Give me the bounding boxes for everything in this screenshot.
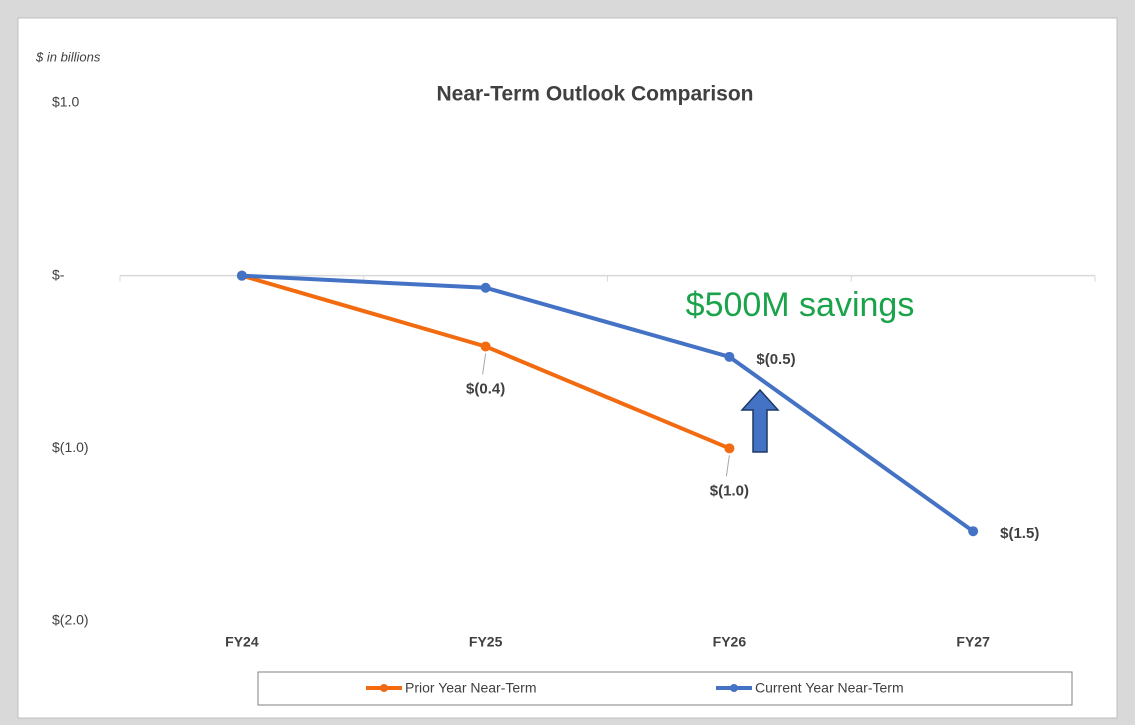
data-point bbox=[968, 526, 979, 537]
data-label: $(1.0) bbox=[710, 482, 749, 499]
data-point bbox=[724, 351, 735, 362]
data-point bbox=[236, 270, 247, 281]
y-tick-label: $1.0 bbox=[52, 94, 79, 110]
legend-label: Prior Year Near-Term bbox=[405, 680, 537, 696]
legend-label: Current Year Near-Term bbox=[755, 680, 904, 696]
x-tick-label: FY27 bbox=[956, 634, 990, 650]
x-tick-label: FY24 bbox=[225, 634, 259, 650]
data-label: $(0.4) bbox=[466, 380, 505, 397]
annotation: $500M savings bbox=[686, 286, 915, 324]
legend-box bbox=[257, 671, 1073, 706]
data-point bbox=[724, 443, 735, 454]
legend-marker bbox=[730, 684, 738, 692]
chart-area bbox=[17, 17, 1118, 719]
data-label: $(0.5) bbox=[756, 351, 795, 368]
y-tick-label: $- bbox=[52, 266, 65, 282]
units-label: $ in billions bbox=[35, 49, 101, 64]
chart-title: Near-Term Outlook Comparison bbox=[437, 83, 754, 106]
x-tick-label: FY25 bbox=[469, 634, 503, 650]
data-point bbox=[480, 341, 491, 352]
leader-line bbox=[725, 455, 730, 477]
leader-line bbox=[482, 353, 487, 375]
arrow bbox=[740, 388, 780, 453]
legend-marker bbox=[380, 684, 388, 692]
x-tick-label: FY26 bbox=[713, 634, 747, 650]
y-tick-label: $(2.0) bbox=[52, 612, 89, 628]
data-label: $(1.5) bbox=[1000, 525, 1039, 542]
series-line bbox=[241, 273, 975, 533]
y-tick-label: $(1.0) bbox=[52, 439, 89, 455]
data-point bbox=[480, 282, 491, 293]
